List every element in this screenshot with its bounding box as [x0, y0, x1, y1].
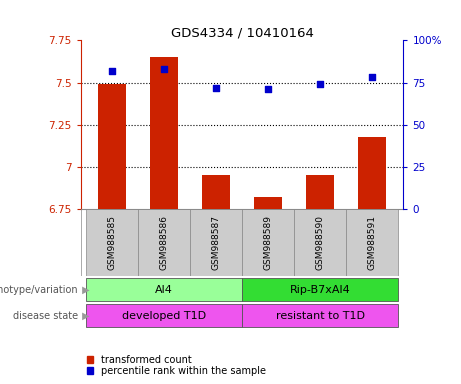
- Legend: transformed count, percentile rank within the sample: transformed count, percentile rank withi…: [86, 354, 267, 377]
- Point: [160, 66, 168, 72]
- Point: [213, 84, 220, 91]
- Text: genotype/variation: genotype/variation: [0, 285, 78, 295]
- Bar: [86, 304, 242, 328]
- Bar: [138, 209, 190, 276]
- Bar: [242, 304, 398, 328]
- Text: GSM988585: GSM988585: [107, 215, 117, 270]
- Bar: [358, 137, 386, 209]
- Bar: [294, 209, 346, 276]
- Point: [108, 68, 116, 74]
- Text: disease state: disease state: [13, 311, 78, 321]
- Bar: [346, 209, 398, 276]
- Point: [264, 86, 272, 93]
- Bar: [86, 278, 242, 301]
- Title: GDS4334 / 10410164: GDS4334 / 10410164: [171, 26, 313, 39]
- Text: Rip-B7xAl4: Rip-B7xAl4: [290, 285, 350, 295]
- Text: resistant to T1D: resistant to T1D: [276, 311, 365, 321]
- Bar: [150, 57, 178, 209]
- Bar: [86, 209, 138, 276]
- Text: GSM988587: GSM988587: [212, 215, 220, 270]
- Point: [368, 74, 376, 81]
- Text: ▶: ▶: [79, 285, 90, 295]
- Text: GSM988591: GSM988591: [367, 215, 377, 270]
- Bar: [306, 175, 334, 209]
- Bar: [242, 278, 398, 301]
- Bar: [242, 209, 294, 276]
- Bar: [254, 197, 282, 209]
- Text: GSM988589: GSM988589: [264, 215, 272, 270]
- Text: Al4: Al4: [155, 285, 173, 295]
- Bar: [202, 175, 230, 209]
- Bar: [190, 209, 242, 276]
- Text: GSM988586: GSM988586: [160, 215, 168, 270]
- Text: developed T1D: developed T1D: [122, 311, 206, 321]
- Text: ▶: ▶: [79, 311, 90, 321]
- Point: [316, 81, 324, 87]
- Text: GSM988590: GSM988590: [316, 215, 325, 270]
- Bar: [98, 84, 126, 209]
